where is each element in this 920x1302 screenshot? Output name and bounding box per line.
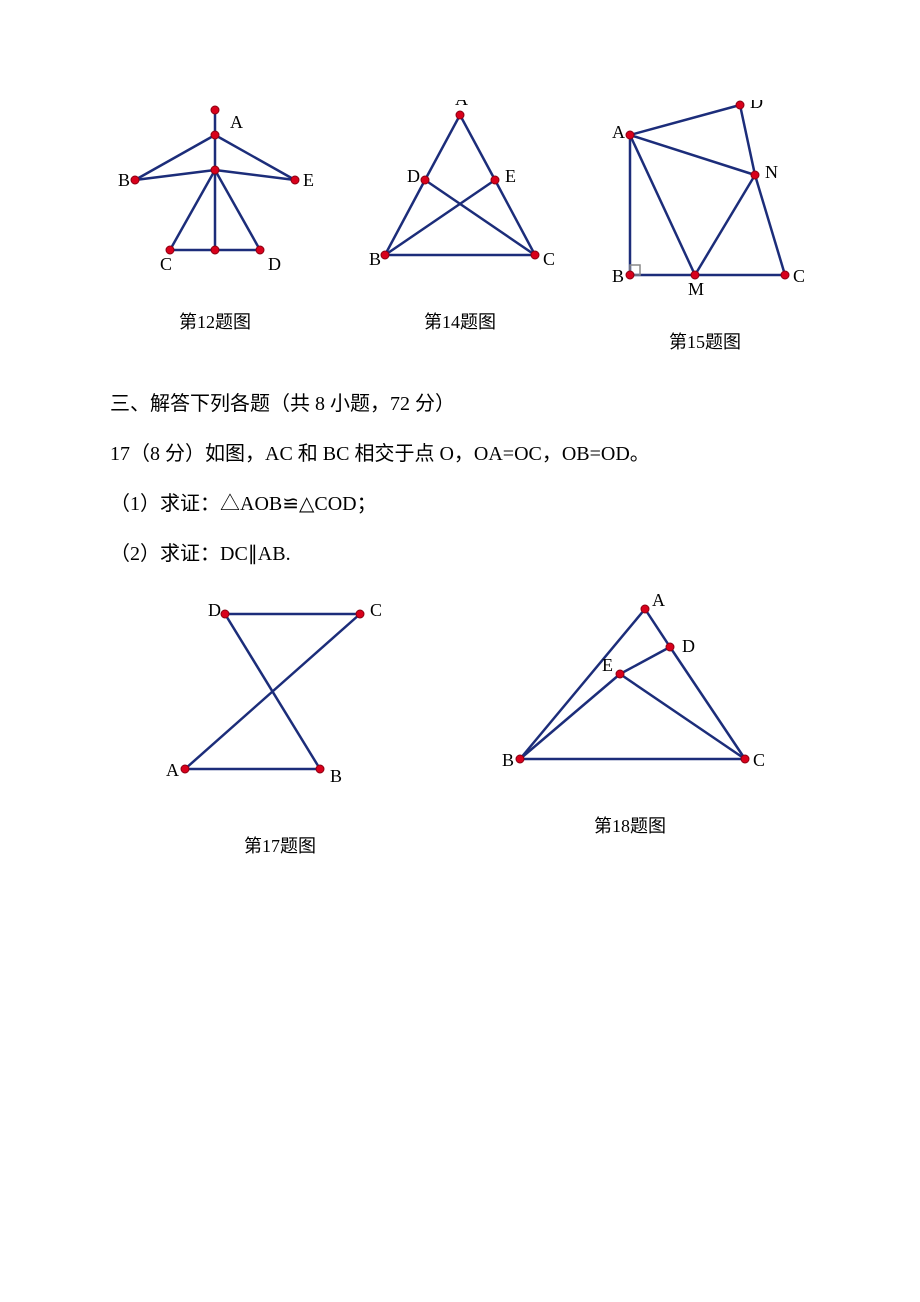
figure-15: D A N B M C 第15题图 [600,100,810,354]
figure-14: A D E B C 第14题图 [355,100,565,334]
svg-text:B: B [369,249,381,269]
figure-18-caption: 第18题图 [594,812,666,838]
svg-text:A: A [230,112,243,132]
figure-12: A B E C D 第12题图 [110,100,320,334]
problem-17-stem: 17（8 分）如图，AC 和 BC 相交于点 O，OA=OC，OB=OD。 [110,434,810,474]
section-heading: 三、解答下列各题（共 8 小题，72 分） [110,384,810,424]
bottom-figure-row: D C A B 第17题图 A D E B C 第18题图 [110,594,810,858]
figure-12-caption: 第12题图 [179,308,251,334]
svg-text:A: A [612,122,625,142]
figure-12-svg: A B E C D [110,100,320,300]
svg-text:E: E [303,170,314,190]
problem-17-part2: （2）求证：DC∥AB. [110,534,810,574]
svg-text:M: M [688,279,704,299]
figure-18: A D E B C 第18题图 [490,594,770,838]
figure-15-caption: 第15题图 [669,328,741,354]
figure-18-svg: A D E B C [490,594,770,804]
svg-text:D: D [268,254,281,274]
svg-text:B: B [118,170,130,190]
svg-text:C: C [160,254,172,274]
svg-text:D: D [750,100,763,112]
svg-text:A: A [652,594,665,610]
figure-17: D C A B 第17题图 [150,594,410,858]
figure-15-svg: D A N B M C [600,100,810,320]
svg-text:A: A [455,100,468,109]
svg-text:C: C [543,249,555,269]
top-figure-row: A B E C D 第12题图 A D E B C 第14题图 D A N B M C 第15题图 [110,100,810,354]
svg-text:D: D [682,636,695,656]
figure-14-svg: A D E B C [355,100,565,300]
svg-text:E: E [505,166,516,186]
figure-14-caption: 第14题图 [424,308,496,334]
svg-text:B: B [502,750,514,770]
figure-17-svg: D C A B [150,594,410,824]
svg-text:A: A [166,760,179,780]
svg-text:N: N [765,162,778,182]
problem-17-part1: （1）求证：△AOB≌△COD； [110,484,810,524]
svg-text:B: B [330,766,342,786]
figure-17-caption: 第17题图 [244,832,316,858]
svg-text:C: C [753,750,765,770]
svg-text:C: C [793,266,805,286]
svg-text:C: C [370,600,382,620]
svg-text:D: D [208,600,221,620]
svg-text:B: B [612,266,624,286]
svg-text:D: D [407,166,420,186]
svg-text:E: E [602,655,613,675]
